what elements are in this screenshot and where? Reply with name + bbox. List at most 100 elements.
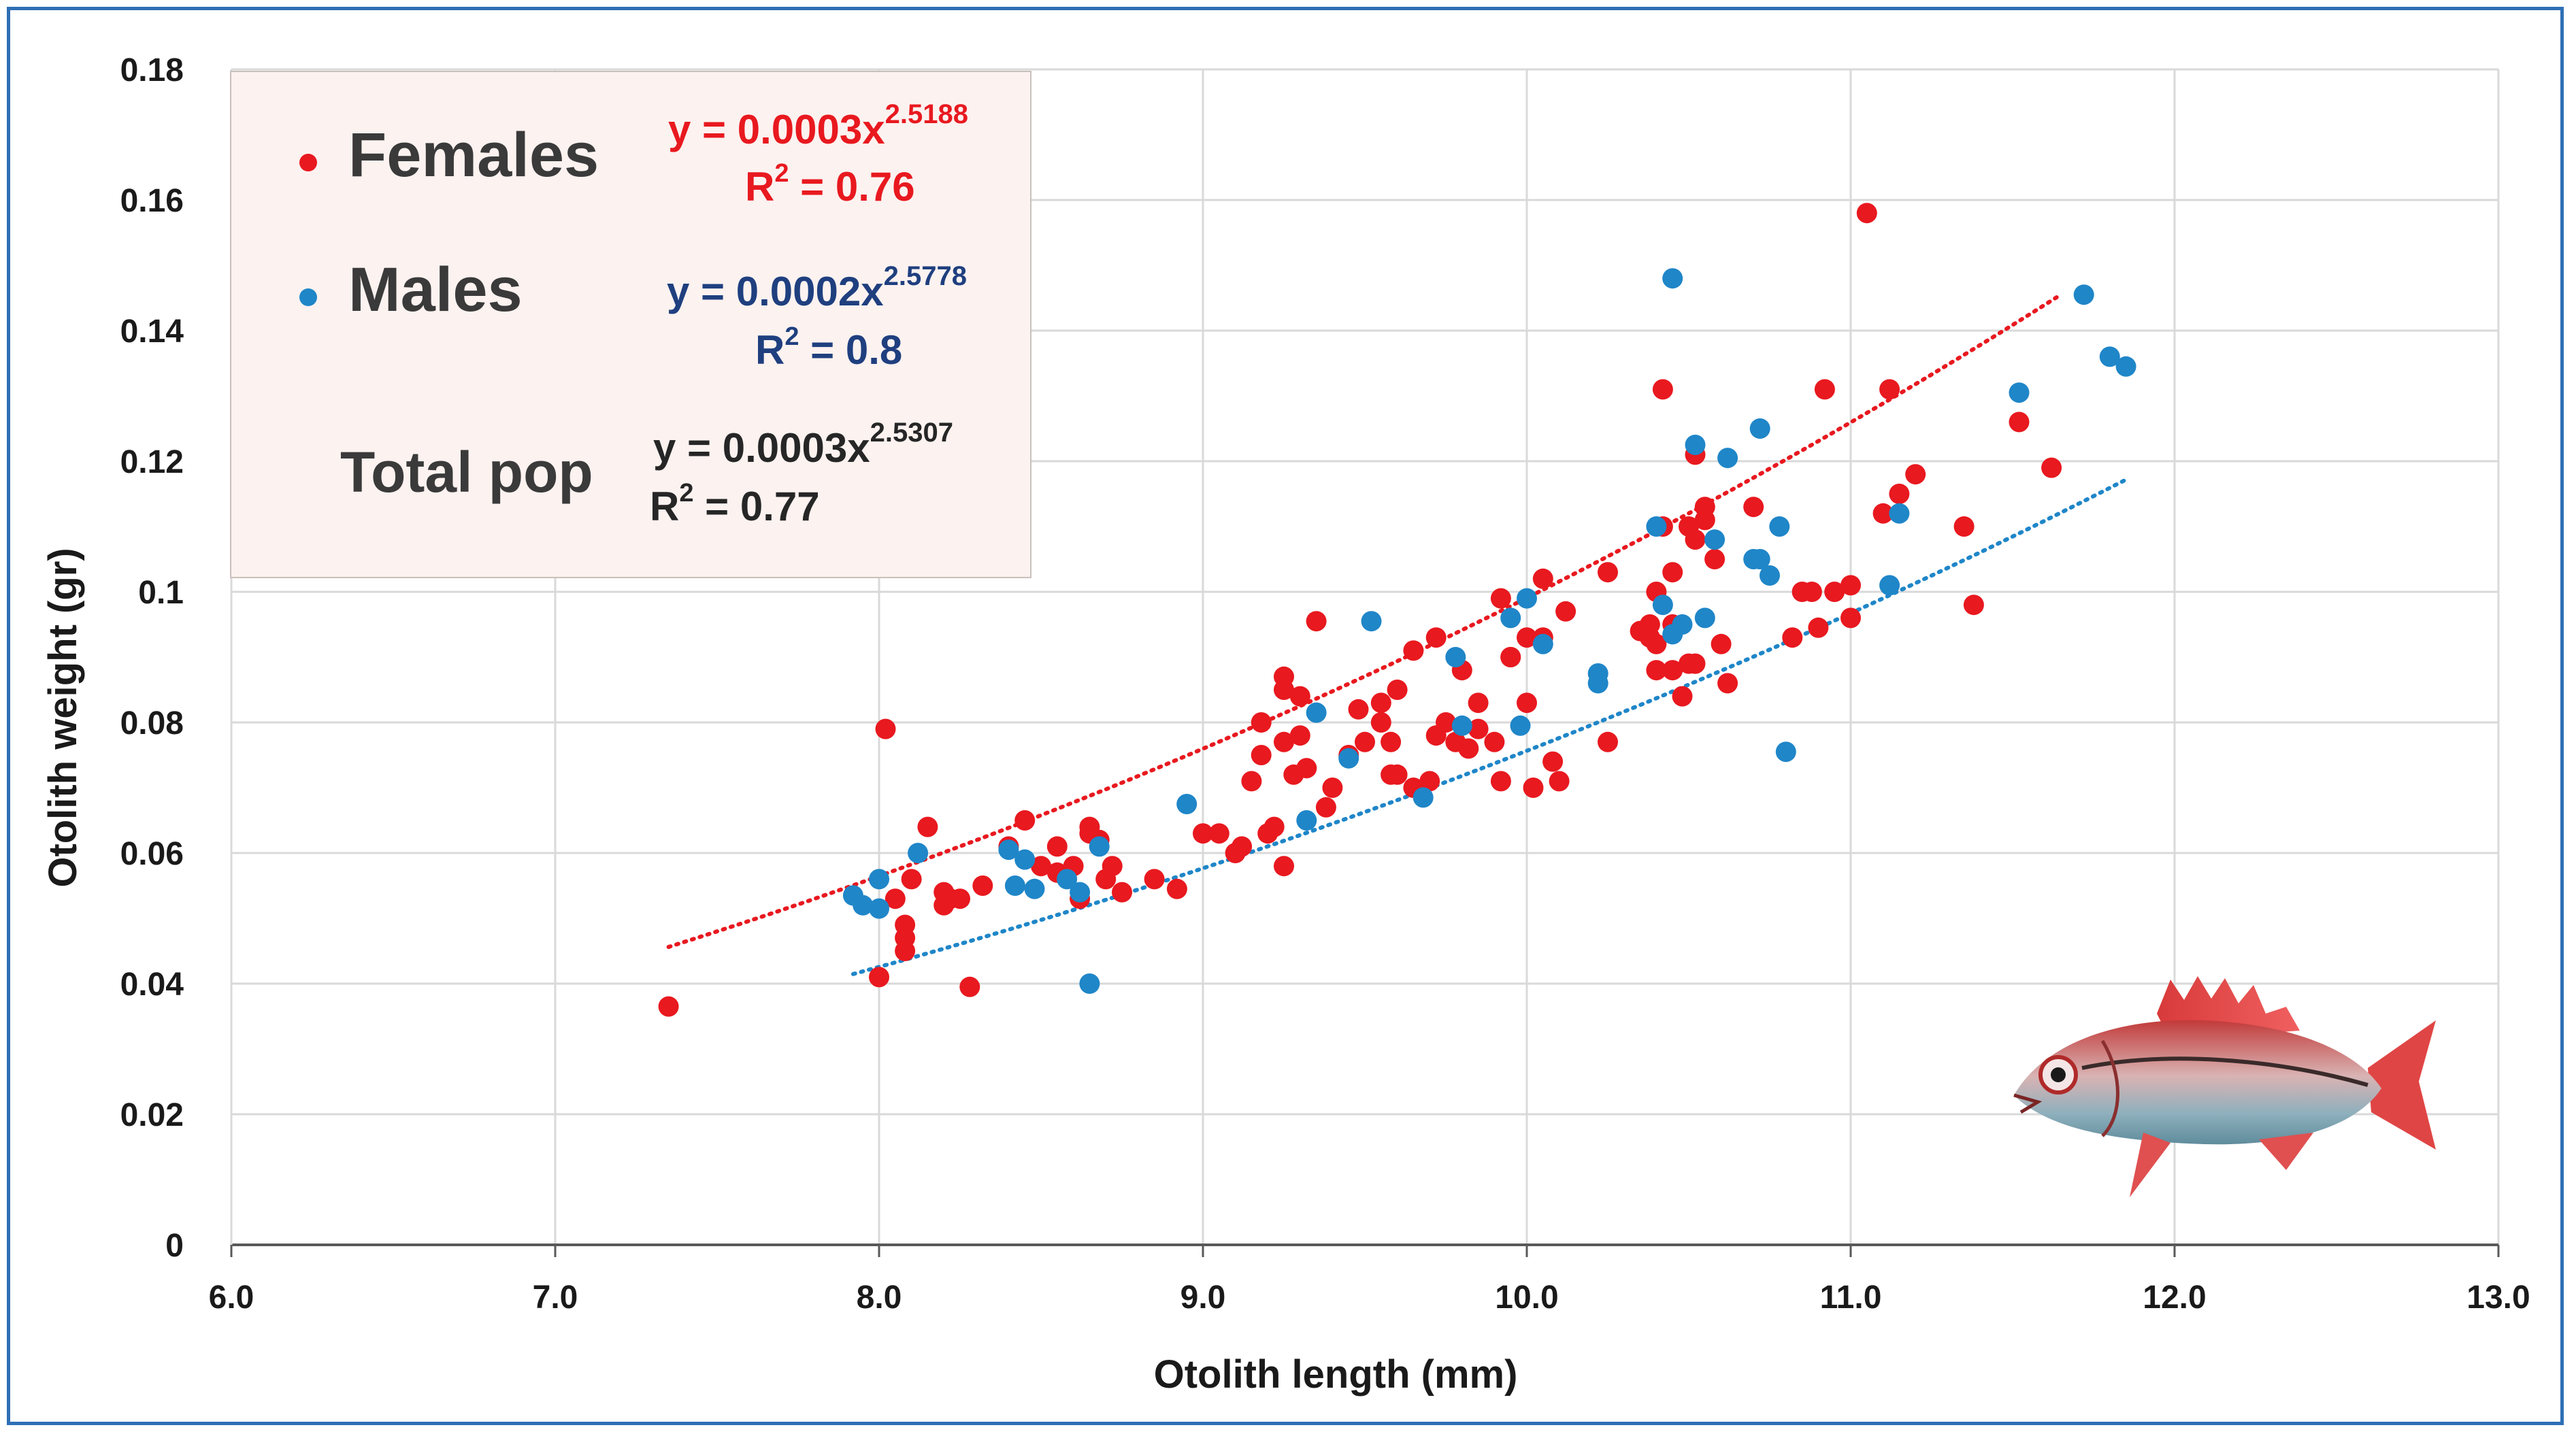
male-point xyxy=(1089,836,1110,857)
female-point xyxy=(1782,627,1803,648)
female-point xyxy=(959,976,980,997)
female-point xyxy=(1274,731,1294,752)
total-pop-equation: y = 0.0003x2.5307 xyxy=(653,418,953,471)
female-point xyxy=(658,996,679,1017)
female-point xyxy=(1322,778,1343,798)
female-point xyxy=(1232,836,1253,857)
female-point xyxy=(1264,816,1285,837)
female-point xyxy=(1889,484,1910,504)
female-point xyxy=(1355,731,1375,752)
female-point xyxy=(950,888,970,909)
female-point xyxy=(1458,738,1479,759)
female-point xyxy=(1370,712,1391,733)
female-point xyxy=(1112,882,1132,903)
females-legend-marker xyxy=(299,154,317,171)
male-point xyxy=(1413,787,1434,808)
y-tick-label: 0.18 xyxy=(120,52,184,88)
female-point xyxy=(1370,692,1391,714)
male-point xyxy=(1704,529,1725,550)
female-point xyxy=(1840,607,1861,629)
females-legend-label: Females xyxy=(348,120,599,190)
y-tick-label: 0.14 xyxy=(120,314,184,350)
x-tick-label: 12.0 xyxy=(2143,1280,2206,1316)
fish-tail xyxy=(2368,1020,2436,1150)
x-tick-label: 10.0 xyxy=(1495,1280,1558,1316)
female-point xyxy=(1856,203,1877,224)
female-point xyxy=(1274,856,1294,877)
female-point xyxy=(1523,778,1544,798)
male-point xyxy=(853,895,874,916)
female-point xyxy=(1814,379,1835,400)
male-point xyxy=(1004,875,1025,896)
trend-lines xyxy=(666,292,2128,976)
y-tick-label: 0.06 xyxy=(120,836,184,872)
fish-gill xyxy=(2100,1039,2119,1137)
x-tick-label: 11.0 xyxy=(1820,1280,1882,1316)
fish-mouth xyxy=(2013,1093,2043,1114)
x-tick-label: 7.0 xyxy=(533,1280,578,1316)
male-point xyxy=(1662,268,1683,289)
female-point xyxy=(1274,666,1294,687)
male-point xyxy=(1532,633,1553,654)
female-point xyxy=(1425,627,1447,648)
female-point xyxy=(1296,758,1317,779)
male-point xyxy=(1500,607,1521,629)
male-point xyxy=(1361,611,1382,632)
male-point xyxy=(908,843,929,863)
male-point xyxy=(1057,869,1078,890)
y-axis-title: Otolith weight (gr) xyxy=(41,548,85,887)
female-point xyxy=(1102,856,1123,877)
male-point xyxy=(1652,595,1673,616)
female-point xyxy=(1963,595,1984,616)
x-tick-label: 8.0 xyxy=(857,1280,902,1316)
female-point xyxy=(1879,379,1900,400)
female-point xyxy=(1289,725,1310,746)
female-point xyxy=(1840,575,1861,596)
female-point xyxy=(1517,692,1537,714)
female-point xyxy=(1598,562,1618,583)
males-r2: R2 = 0.8 xyxy=(755,322,903,373)
females-r2: R2 = 0.76 xyxy=(745,159,915,210)
male-point xyxy=(1024,878,1045,899)
male-point xyxy=(1749,549,1770,569)
females-trend-line xyxy=(666,292,2064,950)
male-point xyxy=(1070,882,1091,903)
female-point xyxy=(1743,497,1764,518)
male-point xyxy=(1587,663,1608,684)
female-point xyxy=(1484,731,1505,752)
male-point xyxy=(2009,382,2030,403)
x-axis-title: Otolith length (mm) xyxy=(1154,1352,1518,1397)
fish-anal-fin xyxy=(2259,1133,2313,1170)
female-point xyxy=(1639,614,1660,635)
female-point xyxy=(1662,562,1683,583)
female-point xyxy=(1381,731,1402,752)
male-point xyxy=(998,839,1019,861)
females-points xyxy=(658,203,2062,1017)
female-point xyxy=(1872,503,1894,524)
male-point xyxy=(1889,503,1910,524)
female-point xyxy=(1193,823,1213,844)
female-point xyxy=(885,888,906,909)
female-point xyxy=(1532,568,1553,589)
female-point xyxy=(1031,856,1051,877)
male-point xyxy=(1717,448,1738,469)
total-pop-legend-label: Total pop xyxy=(340,440,593,504)
female-point xyxy=(1685,653,1706,674)
y-tick-label: 0.16 xyxy=(120,183,184,219)
female-point xyxy=(1500,647,1521,667)
male-point xyxy=(1685,435,1706,455)
fish-icon xyxy=(2013,976,2436,1197)
male-point xyxy=(1510,715,1531,736)
female-point xyxy=(917,816,938,837)
y-tick-label: 0.08 xyxy=(120,705,184,741)
male-point xyxy=(1338,748,1359,769)
y-tick-label: 0.12 xyxy=(120,444,184,480)
female-point xyxy=(1144,869,1165,890)
female-point xyxy=(1808,617,1829,638)
female-point xyxy=(875,718,896,739)
male-point xyxy=(1646,516,1667,537)
female-point xyxy=(2009,412,2030,433)
female-point xyxy=(1694,510,1715,531)
female-point xyxy=(1652,379,1673,400)
female-point xyxy=(1555,601,1576,622)
